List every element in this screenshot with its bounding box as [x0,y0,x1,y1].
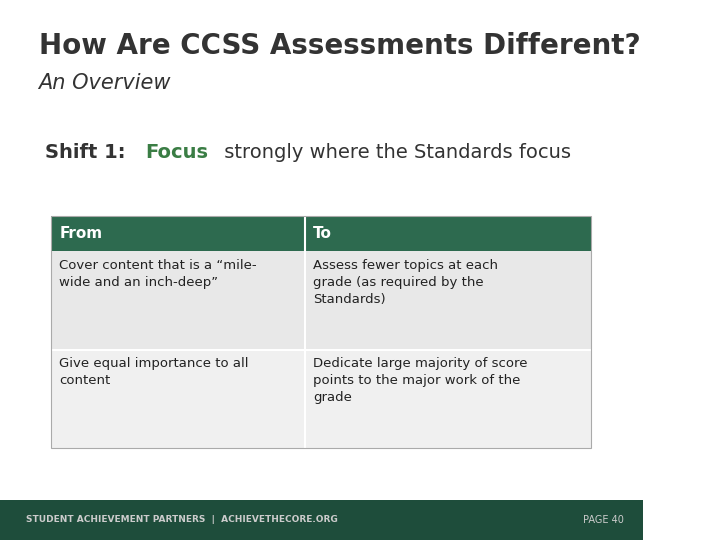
Text: An Overview: An Overview [39,73,171,93]
FancyBboxPatch shape [0,500,643,540]
Text: To: To [313,226,332,241]
Text: From: From [59,226,102,241]
Text: Assess fewer topics at each
grade (as required by the
Standards): Assess fewer topics at each grade (as re… [313,259,498,306]
Text: Give equal importance to all
content: Give equal importance to all content [59,357,248,387]
FancyBboxPatch shape [51,251,591,350]
Text: STUDENT ACHIEVEMENT PARTNERS  |  ACHIEVETHECORE.ORG: STUDENT ACHIEVEMENT PARTNERS | ACHIEVETH… [26,515,338,524]
Text: How Are CCSS Assessments Different?: How Are CCSS Assessments Different? [39,32,640,60]
Text: Shift 1:: Shift 1: [45,143,132,162]
FancyBboxPatch shape [51,216,591,251]
Text: Focus: Focus [145,143,209,162]
Text: strongly where the Standards focus: strongly where the Standards focus [218,143,571,162]
Text: Cover content that is a “mile-
wide and an inch-deep”: Cover content that is a “mile- wide and … [59,259,257,289]
Text: PAGE 40: PAGE 40 [582,515,624,525]
Text: Dedicate large majority of score
points to the major work of the
grade: Dedicate large majority of score points … [313,357,528,404]
FancyBboxPatch shape [51,350,591,448]
